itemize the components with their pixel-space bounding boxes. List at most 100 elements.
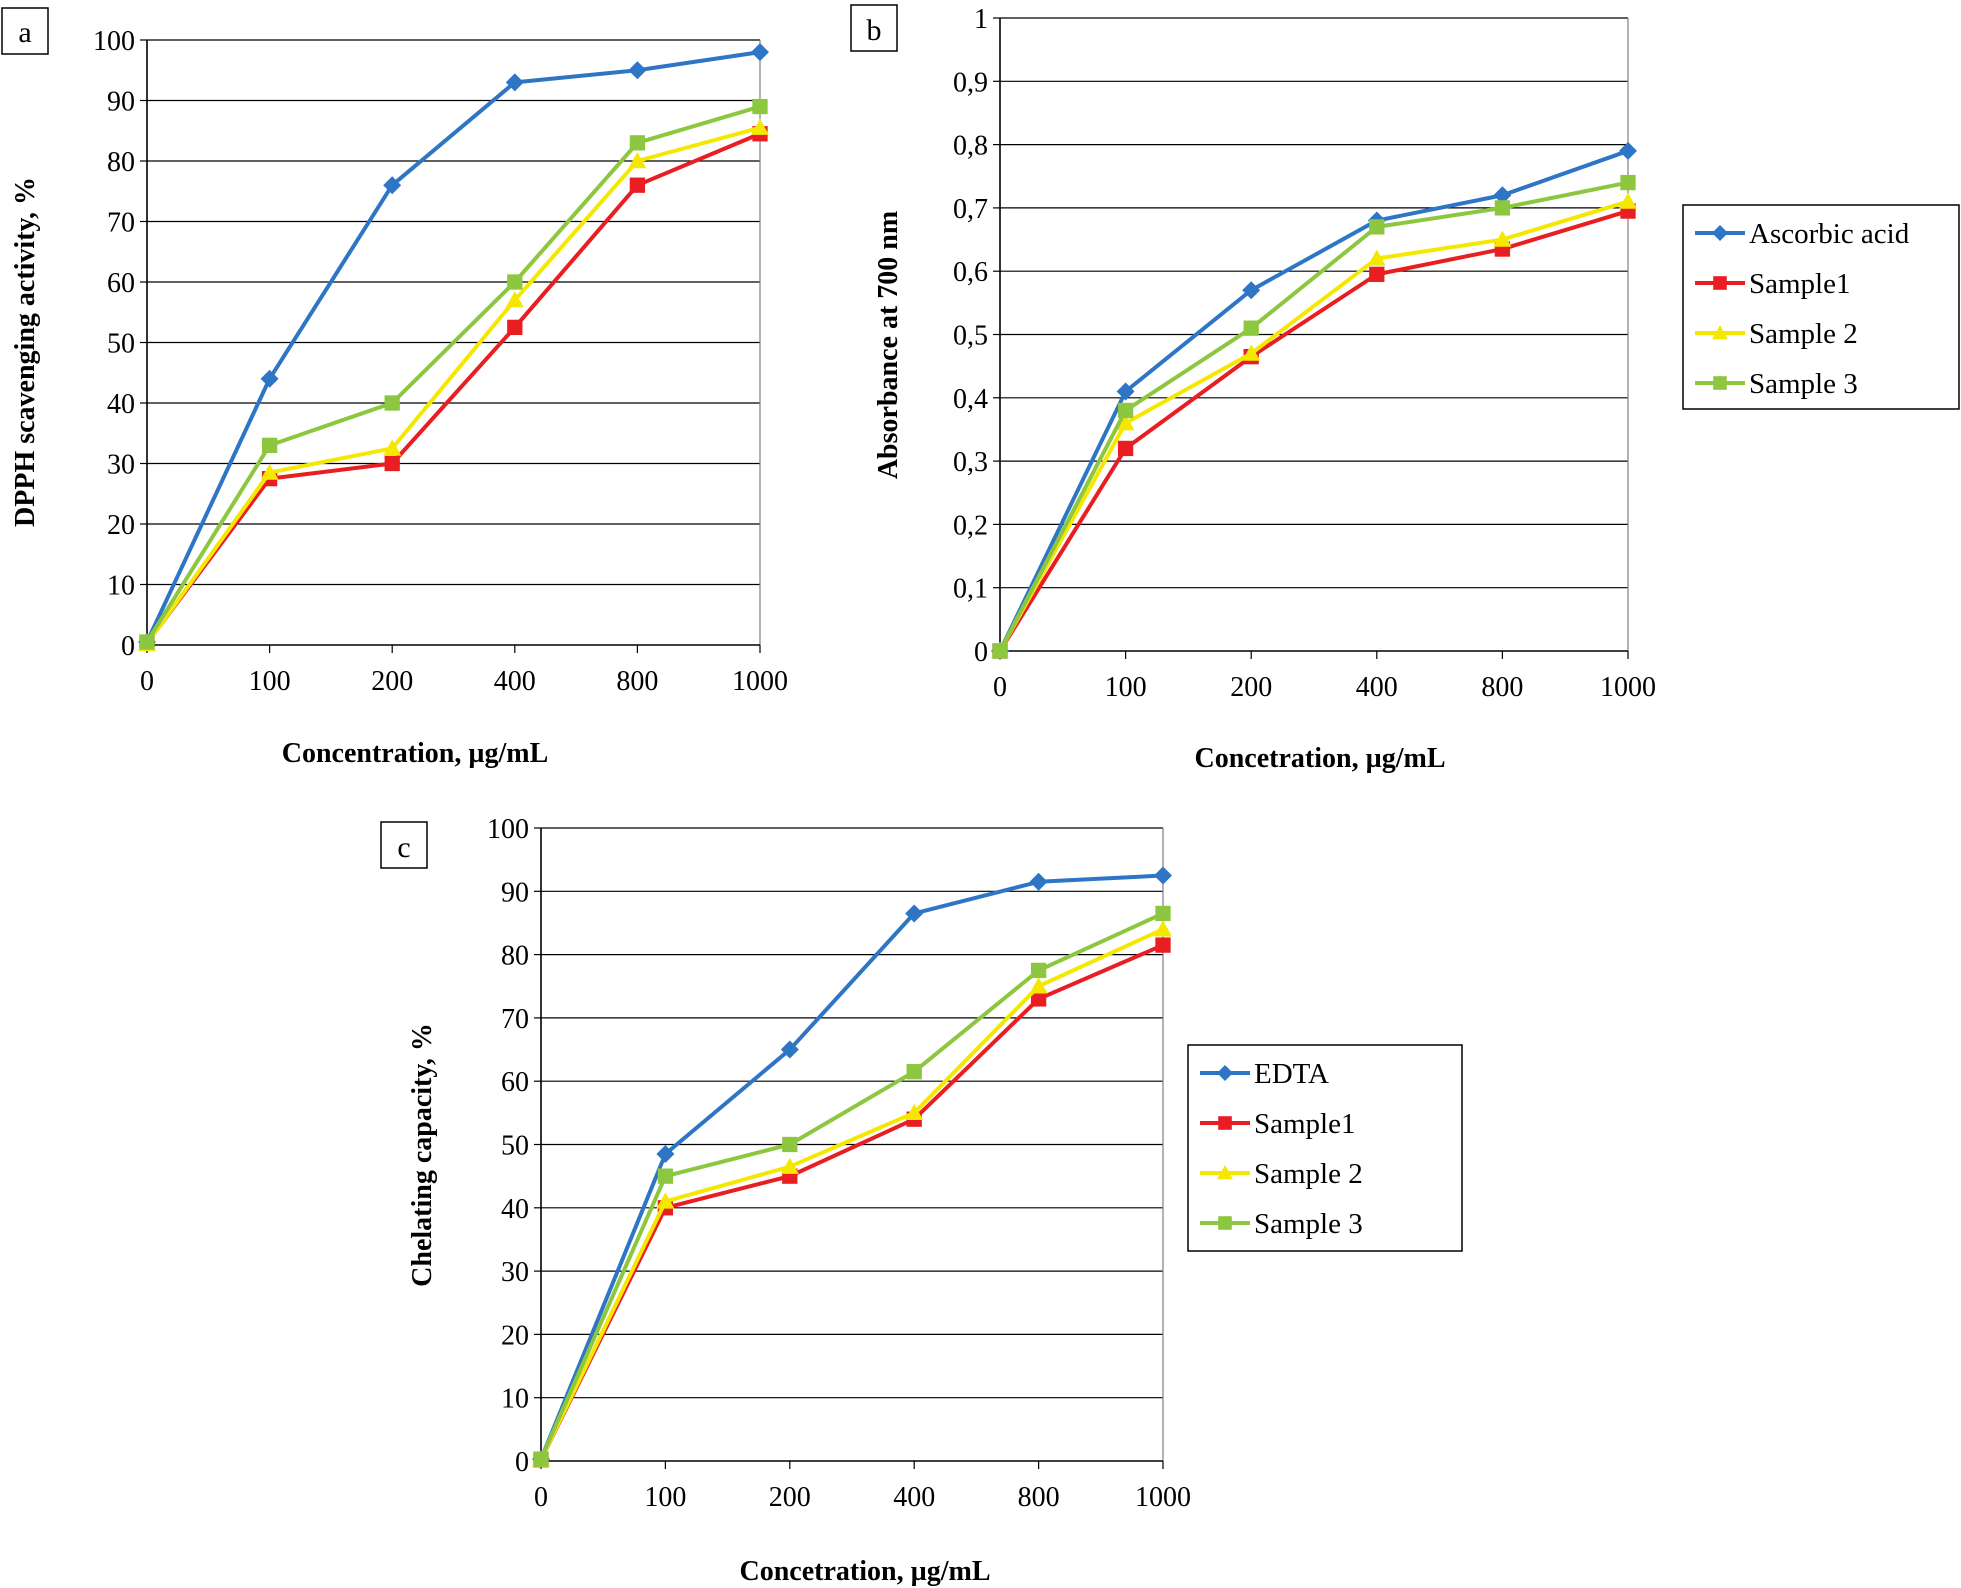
x-tick-label: 800 (1481, 672, 1523, 703)
x-axis-title-a: Concentration, µg/mL (282, 738, 549, 769)
x-tick-label: 200 (769, 1482, 811, 1513)
panel-c-label-box (380, 821, 428, 869)
data-point-1 (780, 1040, 799, 1059)
data-point-2 (507, 319, 523, 336)
data-point-1 (656, 1144, 675, 1163)
chart-b: b 0 0,1 0,2 0,3 0,4 0,5 0,6 0,7 0,8 0,9 1 0 100 200 40… (850, 4, 1960, 774)
y-tick-label: 0,1 (953, 574, 988, 605)
series-line-3 (539, 927, 1164, 1461)
data-point-1 (1029, 872, 1048, 891)
data-point-4 (1369, 219, 1385, 235)
plot-b: 0 0,1 0,2 0,3 0,4 0,5 0,6 0,7 0,8 0,9 1 0 100 200 400 8… (953, 4, 1656, 703)
y-tick-label: 90 (501, 877, 529, 908)
data-point-4 (1620, 174, 1636, 191)
legend-label-4: Sample 3 (1749, 368, 1858, 400)
data-point-3 (1029, 977, 1048, 994)
data-point-4 (384, 395, 400, 411)
y-tick-label: 0,3 (953, 447, 988, 478)
data-point-2 (1117, 440, 1134, 457)
legend-label-3: Sample 2 (1254, 1158, 1363, 1190)
y-tick-label: 1 (974, 4, 988, 35)
legend-box (1187, 1044, 1463, 1252)
y-tick-label: 30 (107, 450, 135, 481)
data-point-2 (384, 455, 400, 472)
data-point-4 (629, 135, 646, 151)
y-tick-label: 60 (501, 1067, 529, 1098)
x-tick-label: 1000 (1600, 672, 1656, 703)
legend-b: Ascorbic acid Sample1 Sample 2 Sample 3 (1682, 204, 1960, 410)
data-point-3 (1493, 230, 1512, 247)
panel-b-label-box (850, 4, 898, 52)
data-point-3 (1242, 344, 1261, 361)
series-line-1 (998, 149, 1629, 652)
x-tick-label: 400 (1356, 672, 1398, 703)
legend-marker-2 (1713, 276, 1727, 290)
data-point-1 (1619, 141, 1637, 160)
data-point-3 (1154, 920, 1172, 937)
data-point-2 (1030, 991, 1047, 1007)
legend-marker-1 (1712, 225, 1728, 241)
series-line-4 (998, 180, 1629, 652)
data-point-1 (628, 61, 647, 80)
series-line-2 (539, 943, 1164, 1461)
data-point-3 (628, 152, 647, 169)
y-tick-label: 0,7 (953, 194, 988, 225)
series-line-2 (998, 209, 1629, 653)
legend-label-2: Sample1 (1254, 1108, 1356, 1140)
series-line-4 (145, 104, 761, 644)
data-point-3 (656, 1192, 675, 1209)
x-tick-label: 1000 (732, 666, 788, 697)
y-tick-label: 0,8 (953, 131, 988, 162)
y-axis-title-b: Absorbance at 700 nm (873, 211, 904, 479)
data-point-1 (1116, 382, 1135, 401)
y-tick-label: 30 (501, 1257, 529, 1288)
x-tick-label: 100 (1105, 672, 1147, 703)
y-tick-label: 80 (501, 941, 529, 972)
data-point-3 (383, 439, 402, 456)
data-point-1 (751, 43, 769, 62)
y-tick-label: 0,9 (953, 67, 988, 98)
data-point-4 (1494, 200, 1511, 216)
data-point-4 (752, 98, 768, 115)
x-tick-label: 200 (371, 666, 413, 697)
y-tick-label: 20 (107, 510, 135, 541)
data-point-1 (1493, 186, 1512, 205)
y-tick-label: 0 (974, 637, 988, 668)
data-point-4 (992, 643, 1008, 659)
legend-label-2: Sample1 (1749, 268, 1851, 300)
x-tick-label: 0 (140, 666, 154, 697)
y-tick-label: 10 (501, 1384, 529, 1415)
y-tick-label: 50 (107, 329, 135, 360)
data-point-2 (629, 177, 646, 193)
panel-a-label: a (18, 16, 31, 49)
x-axis-title-c: Concetration, µg/mL (740, 1556, 991, 1587)
data-point-4 (782, 1136, 798, 1153)
data-point-1 (383, 176, 402, 195)
y-tick-label: 70 (501, 1004, 529, 1035)
legend-marker-2 (1218, 1116, 1232, 1130)
data-point-4 (1155, 905, 1171, 922)
y-tick-label: 0,4 (953, 384, 988, 415)
x-tick-label: 100 (644, 1482, 686, 1513)
legend-marker-1 (1217, 1065, 1233, 1081)
series-line-1 (539, 873, 1164, 1460)
y-tick-label: 0,5 (953, 321, 988, 352)
x-tick-label: 1000 (1135, 1482, 1191, 1513)
x-axis-title-b: Concetration, µg/mL (1195, 743, 1446, 774)
y-tick-label: 0,2 (953, 510, 988, 541)
legend-box (1682, 204, 1960, 410)
data-point-4 (1117, 402, 1134, 419)
series-line-3 (145, 125, 761, 645)
y-tick-label: 50 (501, 1131, 529, 1162)
y-tick-label: 70 (107, 208, 135, 239)
data-point-3 (1116, 414, 1135, 431)
data-point-4 (507, 274, 523, 290)
y-tick-label: 0 (515, 1447, 529, 1478)
y-tick-label: 100 (487, 814, 529, 845)
data-point-1 (260, 369, 279, 388)
legend-label-3: Sample 2 (1749, 318, 1858, 350)
